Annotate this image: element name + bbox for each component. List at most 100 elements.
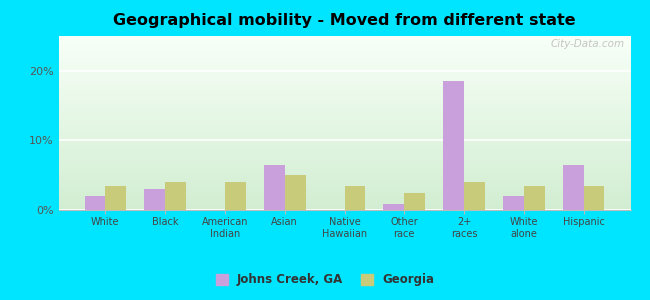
Bar — [58, 207, 630, 208]
Bar — [285, 175, 306, 210]
Bar — [58, 128, 630, 129]
Bar — [58, 107, 630, 108]
Bar — [58, 160, 630, 161]
Bar — [58, 91, 630, 92]
Bar — [58, 85, 630, 86]
Bar — [503, 196, 524, 210]
Bar — [58, 60, 630, 61]
Bar — [58, 63, 630, 64]
Bar — [58, 59, 630, 60]
Bar — [58, 67, 630, 68]
Bar — [58, 116, 630, 117]
Bar — [58, 120, 630, 121]
Bar — [58, 161, 630, 162]
Bar — [58, 150, 630, 151]
Bar — [58, 49, 630, 50]
Bar — [58, 138, 630, 139]
Bar — [58, 47, 630, 48]
Bar — [58, 55, 630, 56]
Bar — [58, 64, 630, 65]
Bar — [58, 50, 630, 51]
Bar — [58, 152, 630, 153]
Bar — [58, 155, 630, 156]
Bar — [58, 39, 630, 40]
Bar — [58, 115, 630, 116]
Bar — [58, 171, 630, 172]
Bar — [58, 157, 630, 158]
Bar — [58, 145, 630, 146]
Bar — [58, 177, 630, 178]
Bar — [58, 112, 630, 113]
Bar — [58, 126, 630, 127]
Bar — [443, 81, 464, 210]
Bar — [58, 168, 630, 169]
Bar — [58, 53, 630, 54]
Bar — [58, 43, 630, 44]
Bar — [58, 52, 630, 53]
Bar — [58, 188, 630, 189]
Bar — [58, 104, 630, 105]
Bar — [58, 118, 630, 119]
Bar — [225, 182, 246, 210]
Bar — [58, 203, 630, 204]
Bar — [524, 186, 545, 210]
Bar — [58, 147, 630, 148]
Bar — [58, 111, 630, 112]
Bar — [58, 137, 630, 138]
Bar — [58, 197, 630, 198]
Bar — [58, 175, 630, 176]
Bar — [58, 159, 630, 160]
Bar — [58, 163, 630, 164]
Bar — [58, 81, 630, 82]
Bar — [58, 180, 630, 181]
Bar — [58, 136, 630, 137]
Bar — [144, 189, 165, 210]
Bar — [58, 143, 630, 144]
Bar — [58, 158, 630, 159]
Bar — [58, 110, 630, 111]
Bar — [58, 162, 630, 163]
Bar — [344, 186, 365, 210]
Bar — [58, 200, 630, 201]
Bar — [58, 122, 630, 123]
Bar — [58, 105, 630, 106]
Bar — [58, 85, 630, 86]
Bar — [58, 86, 630, 87]
Bar — [58, 61, 630, 62]
Bar — [58, 201, 630, 202]
Bar — [58, 44, 630, 45]
Bar — [58, 149, 630, 150]
Bar — [58, 65, 630, 66]
Bar — [58, 93, 630, 94]
Bar — [58, 62, 630, 63]
Bar — [58, 165, 630, 166]
Bar — [58, 124, 630, 125]
Bar — [58, 196, 630, 197]
Bar — [58, 96, 630, 97]
Bar — [58, 209, 630, 210]
Bar — [58, 206, 630, 207]
Bar — [58, 83, 630, 84]
Bar — [58, 148, 630, 149]
Bar — [58, 127, 630, 128]
Bar — [58, 173, 630, 174]
Bar — [464, 182, 485, 210]
Bar — [58, 98, 630, 99]
Bar — [58, 146, 630, 147]
Bar — [58, 68, 630, 69]
Legend: Johns Creek, GA, Georgia: Johns Creek, GA, Georgia — [211, 269, 439, 291]
Bar — [404, 193, 425, 210]
Bar — [58, 166, 630, 167]
Bar — [58, 48, 630, 49]
Bar — [165, 182, 186, 210]
Bar — [384, 204, 404, 210]
Bar — [58, 205, 630, 206]
Bar — [58, 129, 630, 130]
Bar — [58, 38, 630, 39]
Bar — [58, 101, 630, 102]
Bar — [58, 36, 630, 37]
Bar — [58, 109, 630, 110]
Bar — [58, 97, 630, 98]
Bar — [58, 77, 630, 78]
Bar — [58, 160, 630, 161]
